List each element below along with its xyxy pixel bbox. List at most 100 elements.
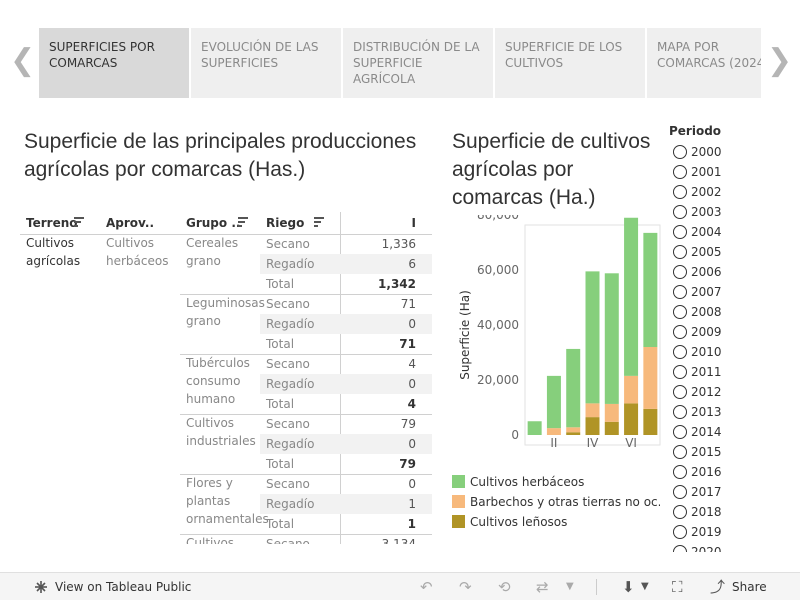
- table-value-cell[interactable]: 0: [408, 377, 416, 391]
- periodo-option[interactable]: 2000: [669, 142, 769, 162]
- periodo-option[interactable]: 2010: [669, 342, 769, 362]
- periodo-option[interactable]: 2009: [669, 322, 769, 342]
- table-value-cell[interactable]: 71: [399, 337, 416, 351]
- dropdown-caret-icon[interactable]: ▼: [566, 581, 574, 592]
- table-value-cell[interactable]: 0: [408, 317, 416, 331]
- header-terreno[interactable]: Terreno: [26, 212, 84, 234]
- periodo-option[interactable]: 2005: [669, 242, 769, 262]
- periodo-option[interactable]: 2016: [669, 462, 769, 482]
- radio-button-icon[interactable]: [673, 325, 687, 339]
- sort-icon[interactable]: [74, 217, 84, 227]
- header-aprov[interactable]: Aprov..: [106, 212, 154, 234]
- refresh-icon[interactable]: ⇄: [536, 578, 549, 596]
- fullscreen-icon[interactable]: ⛶: [672, 578, 683, 596]
- chevron-right-icon[interactable]: ❯: [767, 43, 793, 78]
- bar-segment[interactable]: [604, 403, 619, 422]
- table-value-cell[interactable]: 0: [408, 437, 416, 451]
- table-value-cell[interactable]: 1,336: [381, 237, 416, 251]
- bar-segment[interactable]: [604, 421, 619, 435]
- story-tab-superficie-cultivos[interactable]: SUPERFICIE DE LOS CULTIVOS: [495, 28, 645, 98]
- radio-button-icon[interactable]: [673, 545, 687, 552]
- radio-button-icon[interactable]: [673, 185, 687, 199]
- radio-button-icon[interactable]: [673, 465, 687, 479]
- periodo-option[interactable]: 2001: [669, 162, 769, 182]
- radio-button-icon[interactable]: [673, 405, 687, 419]
- radio-button-icon[interactable]: [673, 145, 687, 159]
- periodo-option[interactable]: 2018: [669, 502, 769, 522]
- radio-button-icon[interactable]: [673, 265, 687, 279]
- header-grupo[interactable]: Grupo ..: [186, 212, 248, 234]
- bar-segment[interactable]: [566, 427, 581, 433]
- periodo-option[interactable]: 2017: [669, 482, 769, 502]
- table-value-cell[interactable]: 3,134: [381, 537, 416, 544]
- periodo-option[interactable]: 2007: [669, 282, 769, 302]
- radio-button-icon[interactable]: [673, 205, 687, 219]
- radio-button-icon[interactable]: [673, 225, 687, 239]
- story-tab-mapa[interactable]: MAPA POR COMARCAS (2024): [647, 28, 761, 98]
- radio-button-icon[interactable]: [673, 345, 687, 359]
- bar-segment[interactable]: [643, 408, 658, 435]
- header-riego[interactable]: Riego: [266, 212, 324, 234]
- periodo-option[interactable]: 2019: [669, 522, 769, 542]
- bar-segment[interactable]: [546, 428, 561, 435]
- radio-button-icon[interactable]: [673, 385, 687, 399]
- periodo-option[interactable]: 2006: [669, 262, 769, 282]
- radio-button-icon[interactable]: [673, 285, 687, 299]
- periodo-option[interactable]: 2002: [669, 182, 769, 202]
- radio-button-icon[interactable]: [673, 165, 687, 179]
- table-value-cell[interactable]: 6: [408, 257, 416, 271]
- radio-button-icon[interactable]: [673, 505, 687, 519]
- table-value-cell[interactable]: 79: [399, 457, 416, 471]
- radio-button-icon[interactable]: [673, 525, 687, 539]
- legend-item[interactable]: Cultivos leñosos: [450, 512, 660, 532]
- stacked-bar-chart[interactable]: 0 20,000 40,000 60,000 80,000 Superficie (Ha)…: [455, 215, 665, 465]
- radio-button-icon[interactable]: [673, 445, 687, 459]
- table-value-cell[interactable]: 0: [408, 477, 416, 491]
- table-value-cell[interactable]: 79: [400, 417, 416, 431]
- undo-icon[interactable]: ↶: [420, 578, 433, 596]
- periodo-option[interactable]: 2013: [669, 402, 769, 422]
- periodo-option[interactable]: 2012: [669, 382, 769, 402]
- bar-segment[interactable]: [585, 271, 600, 404]
- bar-segment[interactable]: [527, 421, 542, 435]
- table-value-cell[interactable]: 4: [408, 357, 416, 371]
- story-tab-evolucion[interactable]: EVOLUCIÓN DE LAS SUPERFICIES: [191, 28, 341, 98]
- periodo-option[interactable]: 2008: [669, 302, 769, 322]
- periodo-option[interactable]: 2011: [669, 362, 769, 382]
- periodo-option[interactable]: 2020: [669, 542, 769, 552]
- redo-icon[interactable]: ↷: [459, 578, 472, 596]
- bar-segment[interactable]: [585, 417, 600, 435]
- table-value-cell[interactable]: 71: [400, 297, 416, 311]
- sort-icon[interactable]: [314, 217, 324, 227]
- sort-icon[interactable]: [238, 217, 248, 227]
- table-value-cell[interactable]: 1: [408, 497, 416, 511]
- crosstab-table[interactable]: Terreno Aprov.. Grupo .. Riego I Cultivo…: [20, 212, 432, 544]
- header-value[interactable]: I: [341, 212, 416, 234]
- view-on-tableau-public-link[interactable]: View on Tableau Public: [55, 580, 192, 594]
- table-value-cell[interactable]: 4: [407, 397, 416, 411]
- periodo-option[interactable]: 2004: [669, 222, 769, 242]
- radio-button-icon[interactable]: [673, 305, 687, 319]
- bar-segment[interactable]: [643, 232, 658, 347]
- periodo-option[interactable]: 2014: [669, 422, 769, 442]
- radio-button-icon[interactable]: [673, 485, 687, 499]
- share-button[interactable]: Share: [732, 580, 767, 594]
- bar-segment[interactable]: [624, 217, 639, 376]
- revert-icon[interactable]: ⟲: [498, 578, 511, 596]
- dropdown-caret-icon[interactable]: ▼: [641, 581, 649, 592]
- bar-segment[interactable]: [624, 375, 639, 404]
- legend-item[interactable]: Cultivos herbáceos: [450, 472, 660, 492]
- bar-segment[interactable]: [566, 348, 581, 428]
- bar-segment[interactable]: [643, 347, 658, 409]
- story-tab-distribucion[interactable]: DISTRIBUCIÓN DE LA SUPERFICIE AGRÍCOLA: [343, 28, 493, 98]
- periodo-option[interactable]: 2015: [669, 442, 769, 462]
- radio-button-icon[interactable]: [673, 365, 687, 379]
- legend-item[interactable]: Barbechos y otras tierras no oc...: [450, 492, 660, 512]
- table-value-cell[interactable]: 1,342: [378, 277, 416, 291]
- radio-button-icon[interactable]: [673, 245, 687, 259]
- radio-button-icon[interactable]: [673, 425, 687, 439]
- bar-segment[interactable]: [546, 375, 561, 429]
- table-value-cell[interactable]: 1: [407, 517, 416, 531]
- share-icon[interactable]: ⤴: [710, 578, 726, 596]
- bar-segment[interactable]: [585, 403, 600, 418]
